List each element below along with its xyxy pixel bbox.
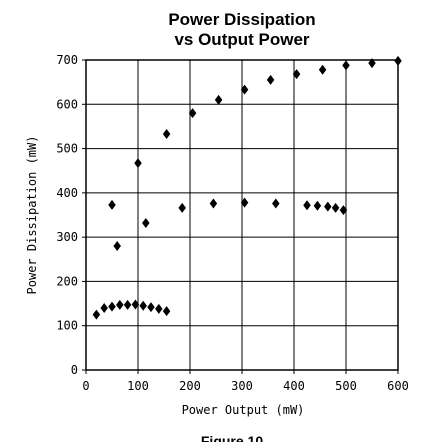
data-point-diamond bbox=[368, 58, 376, 69]
data-point-diamond bbox=[313, 200, 322, 211]
plot-frame bbox=[85, 59, 399, 371]
data-point-diamond bbox=[108, 199, 116, 210]
data-point-diamond bbox=[123, 299, 132, 310]
data-point-diamond bbox=[331, 202, 340, 213]
data-point-diamond bbox=[147, 302, 155, 313]
data-point-diamond bbox=[209, 198, 218, 209]
data-point-diamond bbox=[92, 309, 101, 320]
x-axis-label: Power Output (mW) bbox=[182, 403, 305, 417]
data-point-diamond bbox=[240, 197, 249, 208]
data-point-diamond bbox=[113, 241, 121, 251]
data-point-diamond bbox=[214, 94, 223, 105]
data-point-diamond bbox=[100, 303, 108, 313]
y-axis-label: Power Dissipation (mW) bbox=[25, 136, 39, 295]
data-point-diamond bbox=[178, 202, 186, 213]
x-tick-label: 600 bbox=[387, 379, 409, 393]
y-tick-label: 500 bbox=[56, 142, 78, 156]
figure-caption: Figure 10 bbox=[201, 433, 263, 442]
data-point-diamond bbox=[162, 128, 171, 139]
data-point-diamond bbox=[272, 198, 280, 209]
x-tick-label: 200 bbox=[179, 379, 201, 393]
data-point-diamond bbox=[108, 301, 116, 312]
data-point-diamond bbox=[342, 60, 350, 71]
data-point-diamond bbox=[188, 108, 197, 119]
y-tick-label: 100 bbox=[56, 319, 78, 333]
data-point-diamond bbox=[303, 200, 311, 211]
axes bbox=[82, 59, 399, 374]
data-point-diamond bbox=[116, 299, 124, 310]
grid-lines bbox=[86, 60, 398, 370]
data-point-diamond bbox=[339, 205, 348, 216]
data-point-diamond bbox=[162, 306, 171, 317]
data-point-diamond bbox=[394, 55, 402, 66]
data-point-diamond bbox=[318, 64, 327, 75]
x-tick-label: 500 bbox=[335, 379, 357, 393]
y-tick-label: 200 bbox=[56, 274, 78, 288]
data-point-diamond bbox=[134, 158, 142, 169]
y-tick-label: 300 bbox=[56, 230, 78, 244]
chart-title-line-2: vs Output Power bbox=[174, 30, 309, 49]
y-tick-label: 400 bbox=[56, 186, 78, 200]
y-tick-label: 700 bbox=[56, 53, 78, 67]
data-point-diamond bbox=[139, 300, 147, 311]
x-tick-label: 0 bbox=[82, 379, 89, 393]
data-points bbox=[92, 55, 402, 320]
chart-title-line-1: Power Dissipation bbox=[168, 10, 315, 29]
data-point-diamond bbox=[240, 84, 249, 95]
y-tick-label: 600 bbox=[56, 97, 78, 111]
x-tick-label: 100 bbox=[127, 379, 149, 393]
x-tick-labels: 0 100 200 300 400 500 600 bbox=[82, 379, 408, 393]
x-tick-label: 300 bbox=[231, 379, 253, 393]
x-tick-label: 400 bbox=[283, 379, 305, 393]
y-tick-label: 0 bbox=[71, 363, 78, 377]
data-point-diamond bbox=[155, 303, 163, 314]
data-point-diamond bbox=[142, 217, 150, 228]
y-tick-labels: 0 100 200 300 400 500 600 700 bbox=[56, 53, 78, 377]
data-point-diamond bbox=[266, 74, 275, 85]
data-point-diamond bbox=[131, 299, 140, 310]
data-point-diamond bbox=[324, 201, 332, 212]
data-point-diamond bbox=[292, 69, 301, 80]
